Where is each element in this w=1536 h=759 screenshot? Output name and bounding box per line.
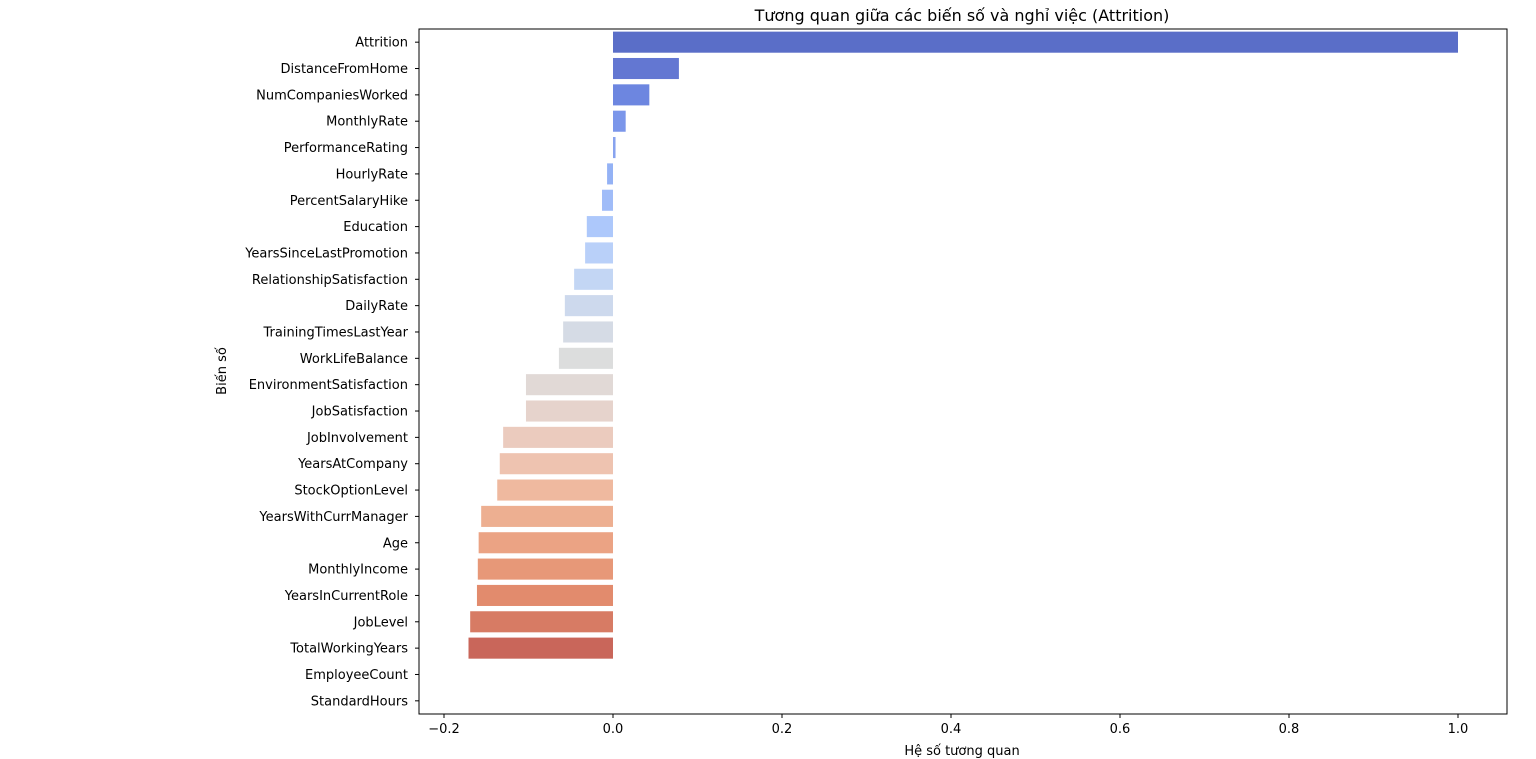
- y-tick-label: JobSatisfaction: [311, 405, 408, 420]
- y-tick-label: Education: [343, 220, 408, 235]
- y-tick-label: YearsAtCompany: [297, 457, 408, 472]
- x-tick-label: 0.8: [1279, 722, 1300, 737]
- bar-Attrition: [613, 31, 1458, 53]
- bar-PerformanceRating: [613, 137, 616, 159]
- x-tick-label: 1.0: [1448, 722, 1469, 737]
- x-tick-label: −0.2: [428, 722, 460, 737]
- bar-TrainingTimesLastYear: [563, 321, 613, 343]
- y-tick-label: Age: [383, 536, 408, 551]
- y-tick-label: StockOptionLevel: [294, 484, 408, 499]
- x-tick-label: 0.6: [1110, 722, 1131, 737]
- bar-DistanceFromHome: [613, 57, 679, 80]
- y-tick-label: JobLevel: [353, 615, 408, 630]
- bar-Education: [586, 216, 613, 238]
- bar-EnvironmentSatisfaction: [525, 374, 613, 396]
- bar-WorkLifeBalance: [558, 347, 613, 369]
- bar-JobLevel: [470, 611, 613, 633]
- bar-MonthlyRate: [613, 110, 626, 132]
- bar-JobSatisfaction: [525, 400, 613, 422]
- y-tick-label: DistanceFromHome: [281, 62, 408, 77]
- x-tick-label: 0.2: [772, 722, 793, 737]
- y-tick-label: Attrition: [355, 36, 408, 51]
- x-axis-label: Hệ số tương quan: [904, 744, 1019, 759]
- y-tick-label: MonthlyIncome: [308, 563, 408, 578]
- y-tick-label: TotalWorkingYears: [289, 642, 408, 657]
- bar-PercentSalaryHike: [602, 189, 613, 211]
- y-tick-layer: Attrition DistanceFromHome NumCompaniesWor…: [244, 36, 419, 709]
- plot-frame: [418, 28, 1508, 715]
- chart-title: Tương quan giữa các biến số và nghỉ việc…: [754, 6, 1170, 25]
- x-tick-label: 0.0: [603, 722, 624, 737]
- bar-HourlyRate: [607, 163, 613, 185]
- bar-StockOptionLevel: [497, 479, 613, 501]
- y-tick-label: PercentSalaryHike: [290, 194, 408, 209]
- y-tick-label: YearsInCurrentRole: [284, 589, 408, 604]
- y-tick-label: DailyRate: [345, 299, 408, 314]
- bars-layer: [468, 31, 1458, 659]
- bar-MonthlyIncome: [477, 558, 613, 580]
- y-tick-label: EnvironmentSatisfaction: [249, 378, 408, 393]
- y-tick-label: PerformanceRating: [284, 141, 408, 156]
- bar-JobInvolvement: [503, 426, 613, 448]
- bar-DailyRate: [564, 295, 613, 317]
- bar-NumCompaniesWorked: [613, 84, 650, 106]
- bar-Age: [478, 532, 613, 554]
- bar-TotalWorkingYears: [468, 637, 613, 659]
- y-tick-label: WorkLifeBalance: [300, 352, 408, 367]
- y-axis-label: Biến số: [215, 347, 230, 395]
- bar-YearsWithCurrManager: [481, 505, 613, 527]
- y-tick-label: StandardHours: [311, 694, 408, 709]
- y-tick-label: NumCompaniesWorked: [256, 88, 408, 103]
- y-tick-label: EmployeeCount: [305, 668, 408, 683]
- x-tick-layer: −0.2 0.0 0.2 0.4 0.6 0.8 1.0: [428, 714, 1468, 737]
- x-tick-label: 0.4: [941, 722, 962, 737]
- bar-RelationshipSatisfaction: [574, 268, 613, 290]
- bar-YearsSinceLastPromotion: [585, 242, 613, 264]
- y-tick-label: YearsSinceLastPromotion: [244, 246, 408, 261]
- y-tick-label: YearsWithCurrManager: [258, 510, 408, 525]
- bar-YearsInCurrentRole: [476, 584, 613, 606]
- y-tick-label: TrainingTimesLastYear: [263, 325, 409, 340]
- y-tick-label: RelationshipSatisfaction: [252, 273, 408, 288]
- y-tick-label: MonthlyRate: [326, 115, 408, 130]
- y-tick-label: HourlyRate: [336, 167, 408, 182]
- y-tick-label: JobInvolvement: [306, 431, 408, 446]
- bar-YearsAtCompany: [499, 453, 613, 475]
